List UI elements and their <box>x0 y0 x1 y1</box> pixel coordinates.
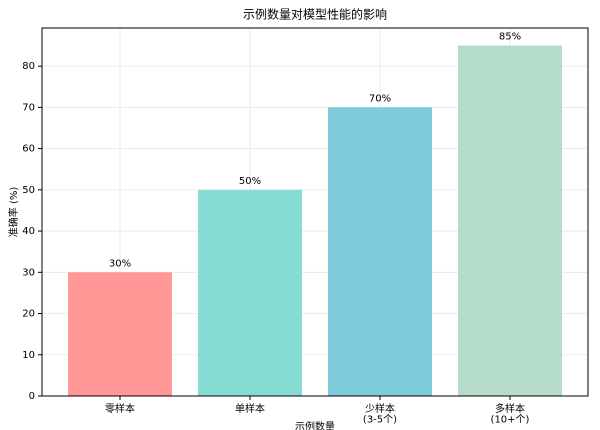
value-label: 50% <box>239 176 261 187</box>
y-tick-label: 10 <box>22 350 35 361</box>
chart-title: 示例数量对模型性能的影响 <box>243 7 387 22</box>
x-tick-label: 零样本 <box>105 402 135 415</box>
y-tick-label: 70 <box>22 102 35 113</box>
y-tick-label: 0 <box>29 391 35 402</box>
y-tick-label: 80 <box>22 61 35 72</box>
y-tick-label: 60 <box>22 144 35 155</box>
bar <box>328 107 432 396</box>
value-label: 85% <box>499 32 521 43</box>
bar <box>198 189 302 396</box>
y-axis-label: 准确率 (%) <box>7 187 20 238</box>
x-tick-label: 单样本 <box>235 402 265 415</box>
plot-frame <box>41 27 589 397</box>
y-tick-label: 50 <box>22 185 35 196</box>
x-axis-label: 示例数量 <box>295 420 335 430</box>
y-tick-label: 20 <box>22 309 35 320</box>
value-label: 70% <box>369 93 391 104</box>
bar <box>458 45 562 397</box>
value-label: 30% <box>109 258 131 269</box>
bar <box>68 272 172 396</box>
y-tick-label: 40 <box>22 226 35 237</box>
x-tick-label: 多样本(10+个) <box>491 402 530 426</box>
x-tick-label: 少样本(3-5个) <box>363 402 397 426</box>
y-tick-label: 30 <box>22 267 35 278</box>
